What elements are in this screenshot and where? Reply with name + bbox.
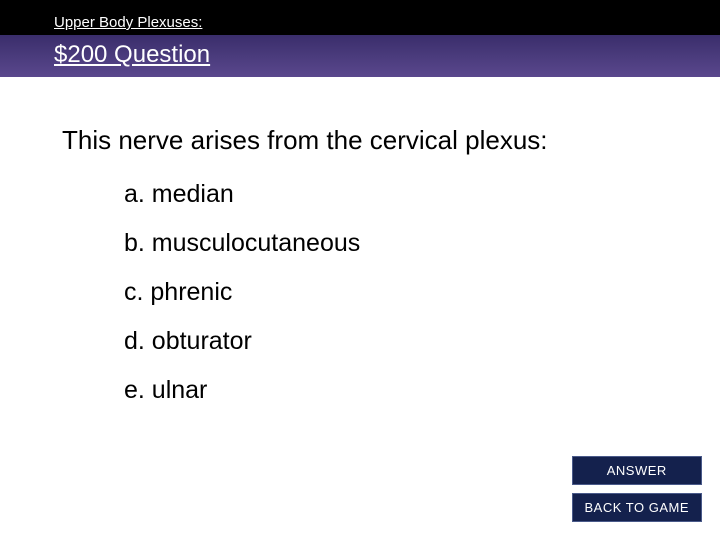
option-a: a. median — [124, 180, 720, 209]
back-to-game-button[interactable]: BACK TO GAME — [572, 493, 703, 522]
options-list: a. median b. musculocutaneous c. phrenic… — [62, 180, 720, 405]
question-text: This nerve arises from the cervical plex… — [62, 125, 720, 156]
header-top-bar — [0, 0, 720, 8]
option-c: c. phrenic — [124, 278, 720, 307]
answer-button[interactable]: ANSWER — [572, 456, 703, 485]
content-area: This nerve arises from the cervical plex… — [0, 77, 720, 405]
header-question-label: $200 Question — [0, 35, 720, 77]
header-category: Upper Body Plexuses: — [0, 8, 720, 35]
option-d: d. obturator — [124, 327, 720, 356]
option-e: e. ulnar — [124, 376, 720, 405]
button-group: ANSWER BACK TO GAME — [572, 456, 703, 522]
option-b: b. musculocutaneous — [124, 229, 720, 258]
